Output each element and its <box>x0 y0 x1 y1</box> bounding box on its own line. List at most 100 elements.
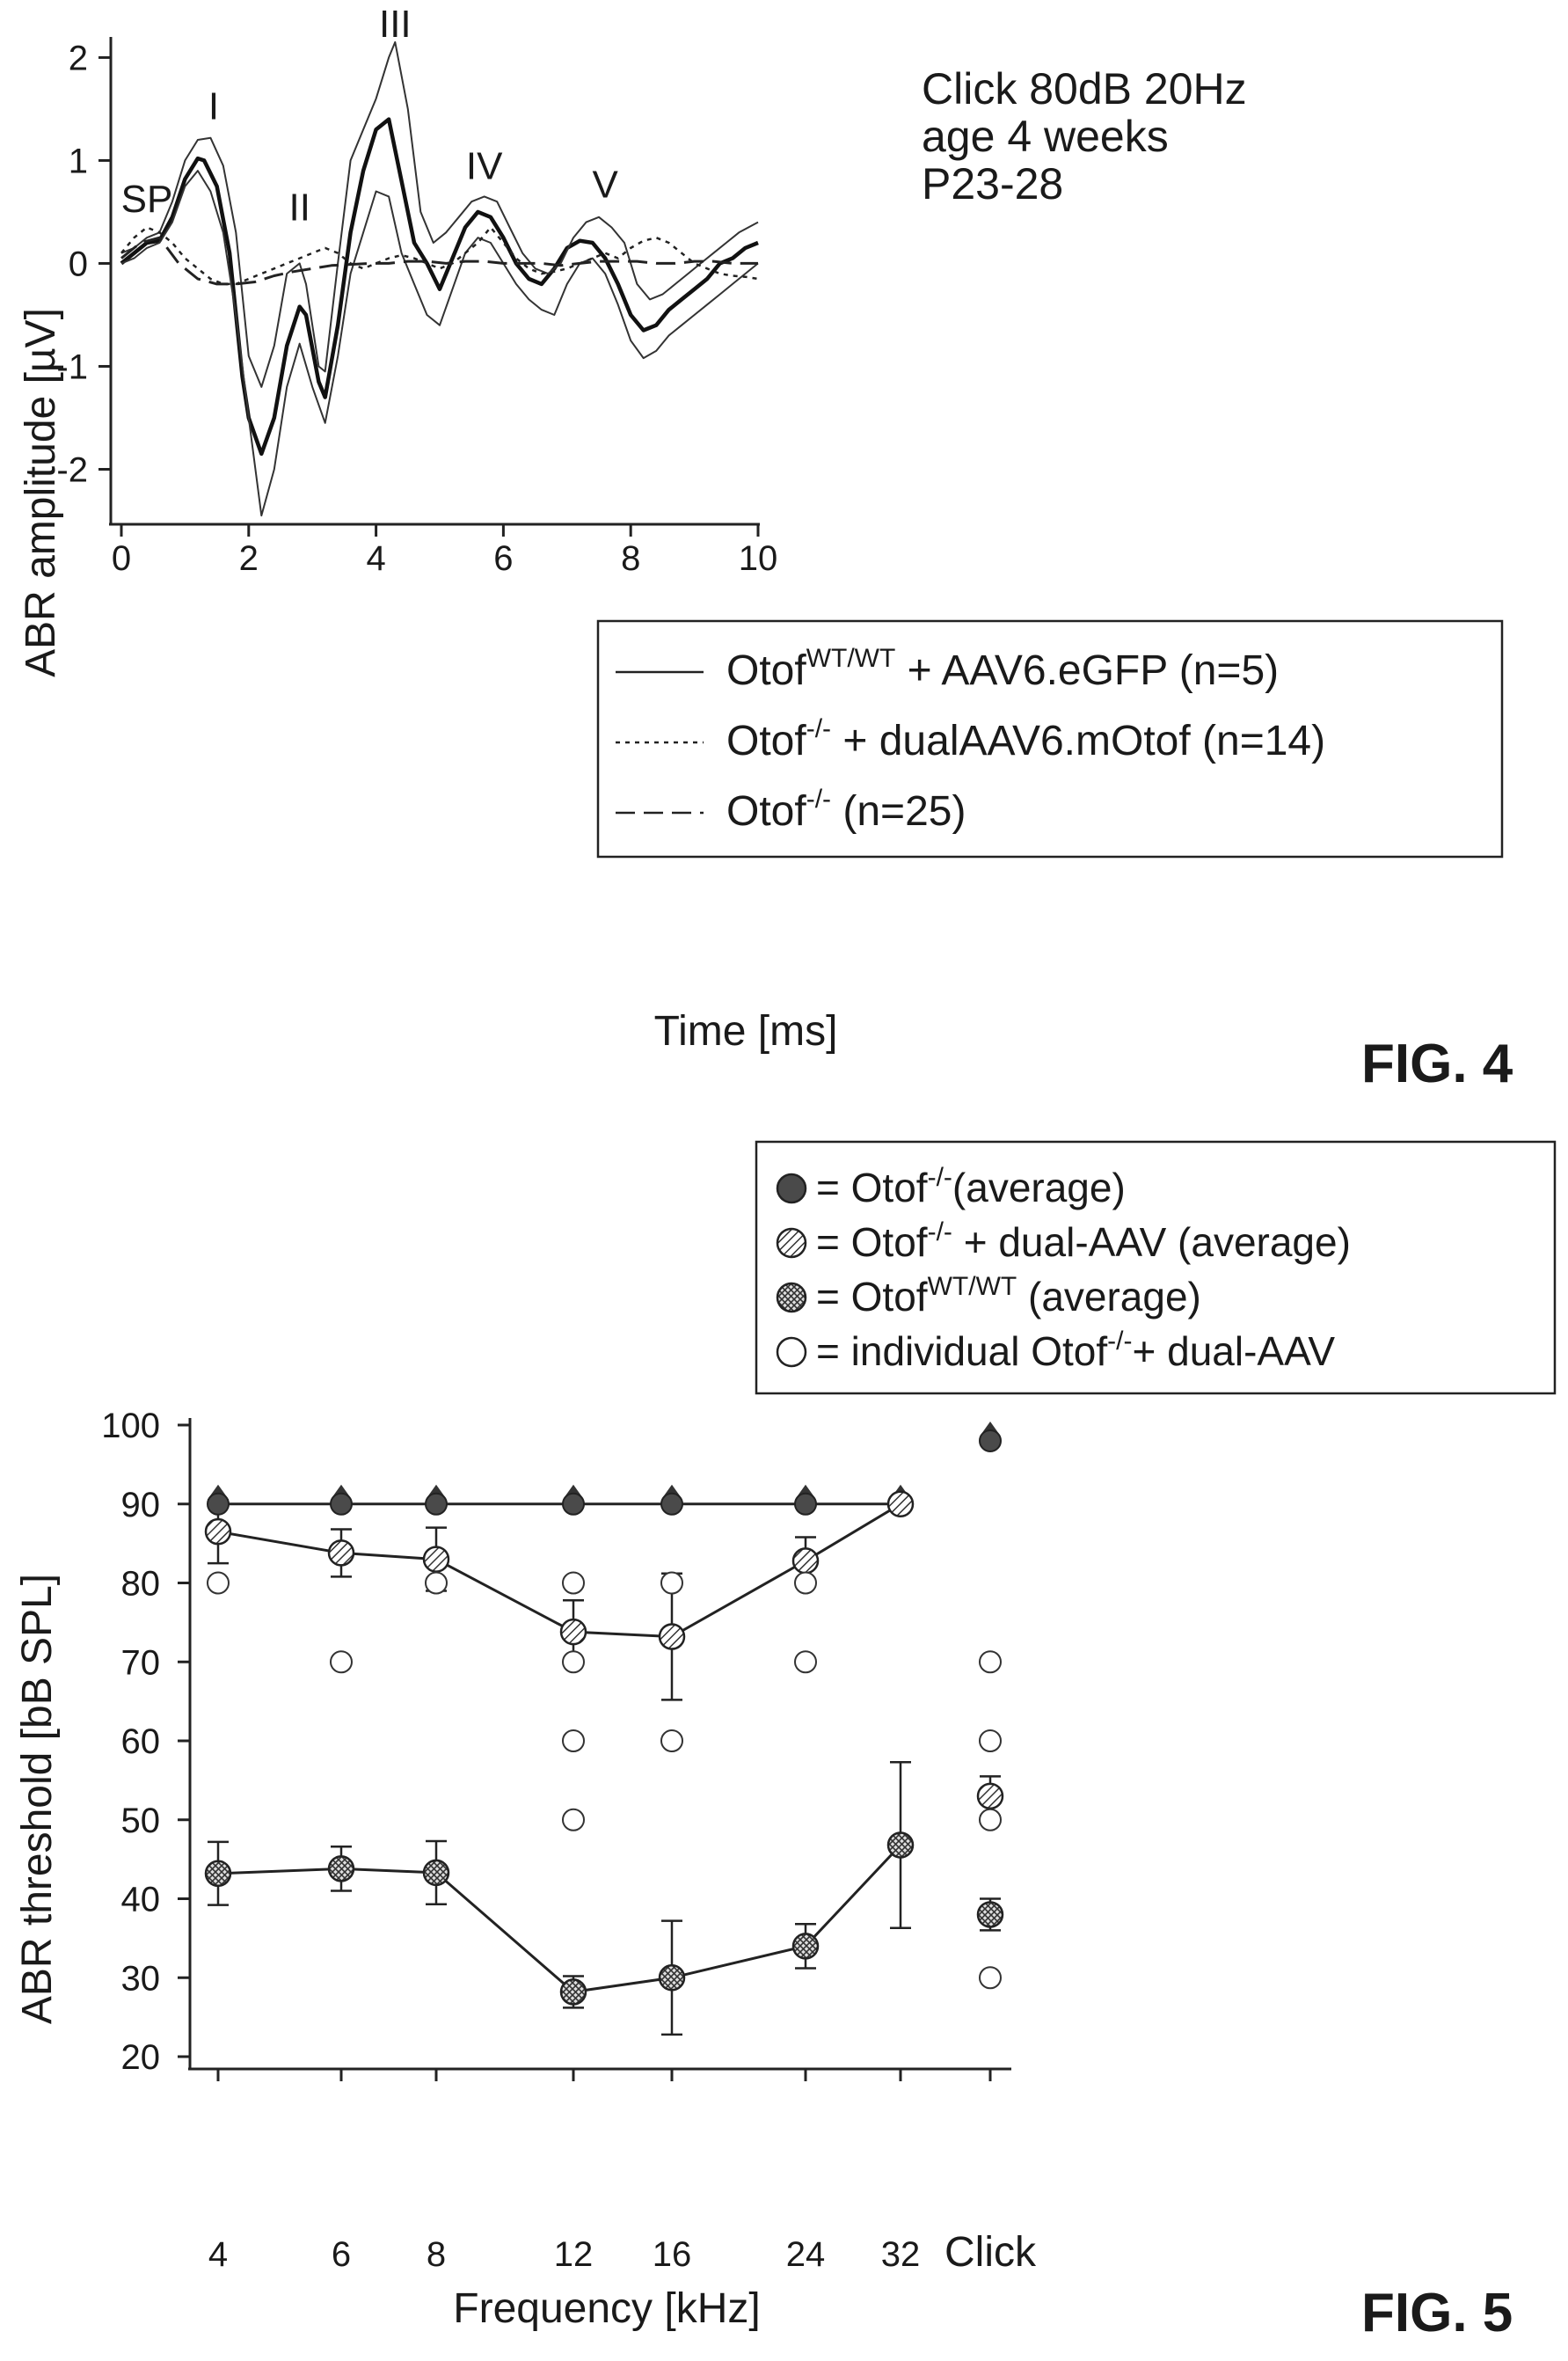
fig5-series-2-line <box>217 1844 902 1993</box>
fig5-label: FIG. 5 <box>1361 2283 1513 2343</box>
fig5-point-otof-ko-avg <box>207 1492 230 1516</box>
fig5-x-tick-label: 16 <box>653 2235 692 2274</box>
fig5-legend-entry-2-rest: (average) <box>1017 1274 1201 1319</box>
fig5-point-individual <box>425 1571 448 1595</box>
fig4-condition-text: Click 80dB 20Hz age 4 weeks P23-28 <box>922 64 1247 208</box>
fig4-legend-box <box>596 619 1504 859</box>
fig5-legend: = Otof-/-(average)= Otof-/- + dual-AAV (… <box>755 1140 1557 1395</box>
fig5-legend-symbol-1 <box>776 1227 807 1259</box>
fig4-series-4-line <box>120 236 758 286</box>
fig5-point-hatched <box>976 1782 1004 1810</box>
fig5-x-tick-label: 4 <box>208 2235 228 2274</box>
fig4-x-tick-label: 2 <box>239 539 259 578</box>
condition-line-2: age 4 weeks <box>922 112 1169 161</box>
fig5-point-hatched <box>422 1546 450 1573</box>
fig4-legend: OtofWT/WT + AAV6.eGFP (n=5)Otof-/- + dua… <box>596 619 1504 859</box>
fig4-legend-entry-0-base: Otof <box>726 647 806 694</box>
fig5-legend-entry-0-sup: -/- <box>928 1163 952 1192</box>
fig5-point-otof-ko-avg <box>979 1429 1002 1452</box>
fig5-point-individual <box>979 1808 1002 1831</box>
fig5-y-tick-label: 80 <box>121 1565 161 1604</box>
fig5-legend-entry-1-sup: -/- <box>928 1217 952 1246</box>
fig5-legend-box <box>755 1140 1557 1395</box>
fig5-point-crosshatched <box>559 1978 587 2006</box>
fig5-x-tick-label: 32 <box>881 2235 921 2274</box>
fig5-point-individual <box>562 1729 585 1752</box>
fig5-y-tick-label: 100 <box>101 1407 160 1445</box>
fig4-x-tick-label: 6 <box>493 539 513 578</box>
fig4-legend-entry-1-rest: + dualAAV6.mOtof (n=14) <box>831 718 1325 764</box>
fig5-point-individual <box>330 1650 353 1674</box>
fig4-legend-entry-0: OtofWT/WT + AAV6.eGFP (n=5) <box>726 644 1279 694</box>
fig5-legend-entry-3-sup: -/- <box>1107 1327 1132 1356</box>
fig5-point-otof-ko-avg <box>660 1492 683 1516</box>
fig5-y-tick-label: 40 <box>121 1881 161 1919</box>
fig5-legend-entry-3-prefix: = individual <box>816 1328 1031 1374</box>
fig5-legend-entry-3-rest: + dual-AAV <box>1132 1328 1335 1374</box>
fig5-point-crosshatched <box>327 1855 355 1882</box>
fig5-point-individual <box>794 1650 817 1674</box>
fig5-point-individual <box>207 1571 230 1595</box>
fig5-y-tick-label: 50 <box>121 1802 161 1840</box>
fig5-point-hatched <box>658 1623 686 1650</box>
fig5-y-tick-label: 20 <box>121 2038 161 2077</box>
fig5-legend-entry-3-base: Otof <box>1031 1328 1107 1374</box>
fig5-legend-entry-0: = Otof-/-(average) <box>816 1163 1126 1210</box>
condition-line-1: Click 80dB 20Hz <box>922 64 1247 113</box>
fig5-legend-entry-1-prefix: = <box>816 1219 851 1265</box>
fig5-point-crosshatched <box>204 1860 232 1888</box>
fig5-y-tick-label: 30 <box>121 1959 161 1998</box>
fig4-legend-entry-1-base: Otof <box>726 718 806 764</box>
fig5-point-individual <box>562 1650 585 1674</box>
fig5-point-individual <box>794 1571 817 1595</box>
fig5-data-points <box>204 1421 1004 2006</box>
fig5-point-otof-ko-avg <box>562 1492 585 1516</box>
fig5-y-tick-label: 70 <box>121 1643 161 1682</box>
fig4-series-0-line <box>120 117 759 457</box>
fig5-legend-symbol-2 <box>776 1282 807 1313</box>
fig5-y-tick-label: 90 <box>121 1486 161 1524</box>
fig5-point-individual <box>979 1966 1002 1990</box>
fig5-point-individual <box>562 1571 585 1595</box>
fig5-x-axis-label: Frequency [kHz] <box>453 2285 760 2332</box>
fig5-legend-entry-0-base: Otof <box>851 1165 928 1210</box>
fig4-peak-label: I <box>208 85 219 128</box>
fig4-x-tick-label: 10 <box>739 539 778 578</box>
fig4-peak-label: III <box>379 3 412 46</box>
fig5-legend-entry-0-prefix: = <box>816 1165 851 1210</box>
fig5-point-hatched <box>791 1547 820 1575</box>
fig5-legend-entry-1-rest: + dual-AAV (average) <box>952 1219 1351 1265</box>
fig4-legend-entry-0-sup: WT/WT <box>806 644 896 673</box>
fig4-y-tick-label: -1 <box>56 347 88 386</box>
fig4-peak-label: V <box>593 164 619 207</box>
fig5-legend-entry-1: = Otof-/- + dual-AAV (average) <box>816 1217 1351 1265</box>
fig4-legend-entry-2-rest: (n=25) <box>831 788 966 835</box>
fig4-series-1-line <box>120 40 759 388</box>
fig5-point-hatched <box>886 1490 915 1517</box>
fig5-point-otof-ko-avg <box>330 1492 353 1516</box>
fig5-point-crosshatched <box>422 1859 450 1887</box>
fig5-point-hatched <box>204 1517 232 1546</box>
fig4-peak-label: SP <box>121 178 173 221</box>
fig5-point-otof-ko-avg <box>425 1492 448 1516</box>
fig5-legend-symbol-3 <box>776 1336 807 1368</box>
fig4-series-3-line <box>120 226 759 286</box>
fig5-point-crosshatched <box>976 1901 1004 1928</box>
fig4-legend-entry-2-base: Otof <box>726 788 806 835</box>
fig4-series-lines <box>120 40 759 517</box>
fig4-y-tick-label: 2 <box>69 39 88 77</box>
fig5-legend-entry-0-rest: (average) <box>952 1165 1126 1210</box>
fig4-x-axis-label: Time [ms] <box>654 1008 838 1055</box>
fig5-x-tick-label: 12 <box>554 2235 594 2274</box>
fig5-legend-entry-2-base: Otof <box>851 1274 928 1319</box>
fig5-point-individual <box>562 1808 585 1831</box>
fig4-series-2-line <box>120 170 759 517</box>
fig5-point-individual <box>660 1729 683 1752</box>
fig5-x-tick-label: 24 <box>786 2235 826 2274</box>
fig4-y-tick-label: 1 <box>69 142 88 180</box>
fig5-point-individual <box>660 1571 683 1595</box>
fig4-label: FIG. 4 <box>1361 1034 1513 1094</box>
fig5-point-crosshatched <box>658 1964 686 1992</box>
